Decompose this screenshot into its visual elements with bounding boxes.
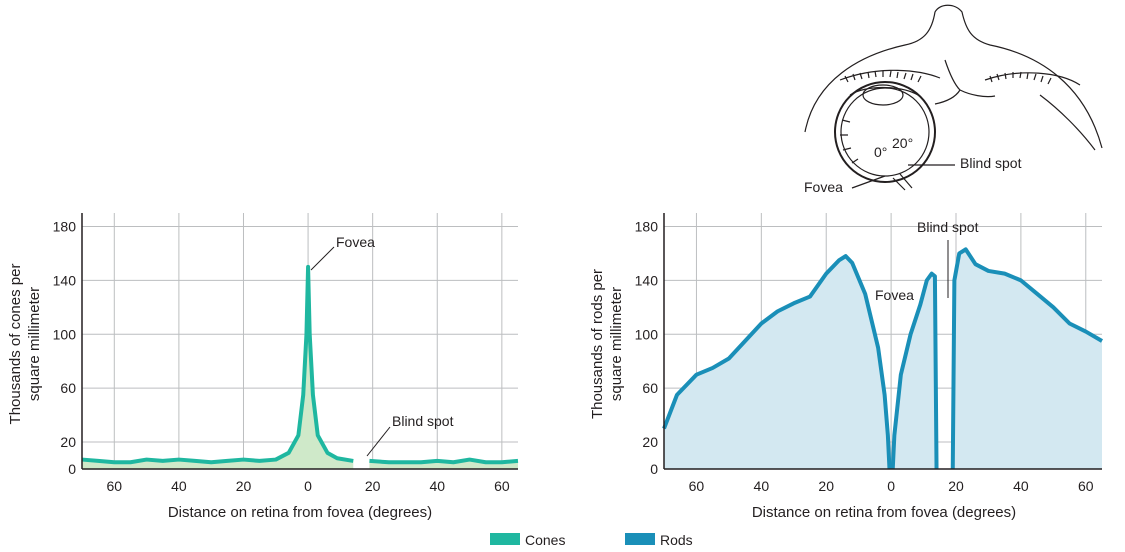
cones-y-tick-label: 100 bbox=[53, 326, 77, 342]
cones-axes bbox=[81, 213, 518, 470]
cones-xlabel: Distance on retina from fovea (degrees) bbox=[168, 504, 432, 521]
cones-chart: 60 40 20 0 20 40 60 0 20 60 100 140 180 Thousands of… bbox=[7, 213, 519, 521]
rods-y-tick-label: 0 bbox=[650, 461, 658, 477]
rods-area-fill-1 bbox=[892, 273, 937, 469]
cones-x-tick-label: 60 bbox=[107, 478, 123, 494]
rods-x-tick-label: 20 bbox=[948, 478, 964, 494]
rods-line-segment-0 bbox=[662, 254, 892, 470]
legend-swatch-cones bbox=[490, 533, 520, 545]
diagram-label-fovea: Fovea bbox=[804, 179, 843, 195]
cones-blind-spot-leader bbox=[366, 426, 391, 457]
rods-annotation-fovea: Fovea bbox=[875, 287, 914, 303]
rods-x-tick-label: 40 bbox=[754, 478, 770, 494]
cones-y-tick-label: 180 bbox=[53, 218, 77, 234]
cones-x-tick-label: 20 bbox=[236, 478, 252, 494]
cones-ylabel-line1: Thousands of cones per bbox=[7, 264, 24, 425]
rods-y-tick-label: 20 bbox=[642, 434, 658, 450]
cones-x-tick-label: 40 bbox=[429, 478, 445, 494]
rods-y-tick-label: 140 bbox=[635, 272, 659, 288]
rods-annotation-blind-spot: Blind spot bbox=[917, 219, 979, 235]
rods-y-tick-label: 60 bbox=[642, 380, 658, 396]
rods-x-tick-label: 0 bbox=[887, 478, 895, 494]
legend-label-rods: Rods bbox=[660, 532, 693, 548]
rods-axes bbox=[663, 213, 1102, 470]
legend-swatch-rods bbox=[625, 533, 655, 545]
cones-ylabel-line2: square millimeter bbox=[26, 287, 43, 401]
rods-x-tick-label: 20 bbox=[818, 478, 834, 494]
cones-y-tick-label: 60 bbox=[60, 380, 76, 396]
rods-chart: 60 40 20 0 20 40 60 0 20 60 100 140 180 Thousands of… bbox=[589, 213, 1104, 521]
rods-ylabel-line2: square millimeter bbox=[608, 287, 625, 401]
cones-x-tick-label: 60 bbox=[494, 478, 510, 494]
cones-ticks: 60 40 20 0 20 40 60 0 20 60 100 140 180 bbox=[53, 218, 510, 494]
legend-label-cones: Cones bbox=[525, 532, 565, 548]
rods-area-fill-2 bbox=[952, 249, 1102, 469]
rods-x-tick-label: 60 bbox=[1078, 478, 1094, 494]
diagram-label-0: 0° bbox=[874, 144, 887, 160]
rods-x-tick-label: 40 bbox=[1013, 478, 1029, 494]
cones-annotation-blind-spot: Blind spot bbox=[392, 413, 454, 429]
rods-ylabel-line1: Thousands of rods per bbox=[589, 269, 606, 419]
rods-area bbox=[662, 247, 1104, 470]
diagram-label-blind-spot: Blind spot bbox=[960, 155, 1022, 171]
cones-fovea-leader bbox=[310, 246, 335, 271]
cones-y-tick-label: 0 bbox=[68, 461, 76, 477]
cones-line-segment-0 bbox=[81, 264, 354, 465]
cones-y-tick-label: 140 bbox=[53, 272, 77, 288]
rods-area-fill-0 bbox=[664, 256, 890, 469]
legend: Cones Rods bbox=[490, 532, 693, 548]
cones-x-tick-label: 0 bbox=[304, 478, 312, 494]
cones-annotation-fovea: Fovea bbox=[336, 234, 375, 250]
cones-area bbox=[81, 264, 519, 469]
cones-y-tick-label: 20 bbox=[60, 434, 76, 450]
cones-x-tick-label: 20 bbox=[365, 478, 381, 494]
diagram-label-20: 20° bbox=[892, 135, 913, 151]
eye-top-view-icon bbox=[804, 4, 1103, 191]
rods-ticks: 60 40 20 0 20 40 60 0 20 60 100 140 180 bbox=[635, 218, 1094, 494]
rods-y-tick-label: 180 bbox=[635, 218, 659, 234]
rods-line-segment-2 bbox=[950, 247, 1104, 470]
cones-line-segment-1 bbox=[369, 457, 519, 465]
cones-x-tick-label: 40 bbox=[171, 478, 187, 494]
rods-xlabel: Distance on retina from fovea (degrees) bbox=[752, 504, 1016, 521]
rods-line-segment-1 bbox=[890, 271, 939, 470]
rods-x-tick-label: 60 bbox=[689, 478, 705, 494]
rods-y-tick-label: 100 bbox=[635, 326, 659, 342]
eye-diagram: 0° 20° Blind spot Fovea bbox=[804, 4, 1103, 195]
